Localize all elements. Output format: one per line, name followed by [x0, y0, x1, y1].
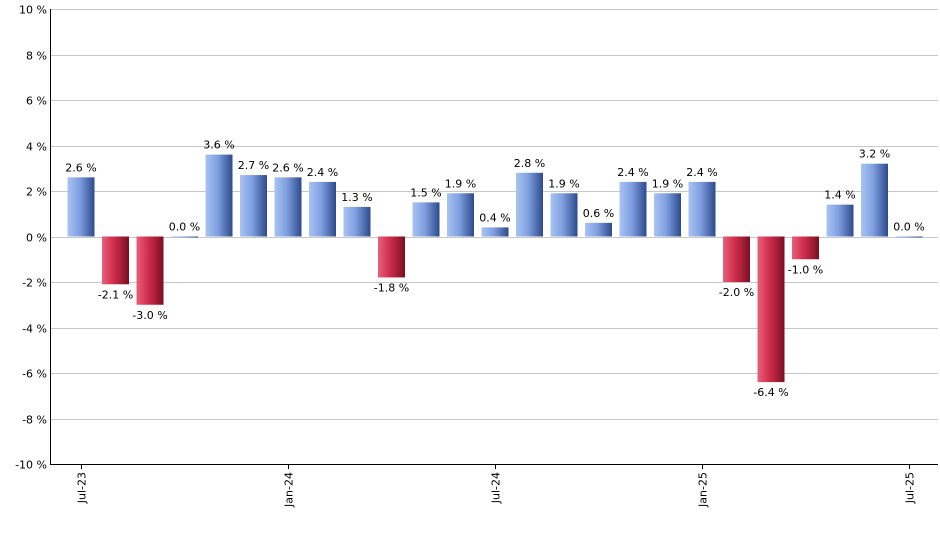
bar: [136, 236, 164, 305]
data-label: 1.9 %: [445, 177, 476, 190]
y-tick-label: 0 %: [26, 232, 47, 245]
y-tick-label: -4 %: [22, 323, 47, 336]
y-tick-label: -10 %: [15, 459, 47, 472]
data-label: 0.0 %: [169, 221, 200, 234]
data-labels: 2.6 %-2.1 %-3.0 %0.0 %3.6 %2.7 % 2.6 % 2.4…: [65, 139, 924, 400]
bar: [67, 177, 95, 237]
bars: [67, 154, 923, 383]
data-label: -1.8 %: [374, 281, 409, 294]
bar: [102, 236, 129, 285]
bar: [378, 236, 405, 278]
data-label: 2.4 %: [686, 166, 717, 179]
data-label: 2.8 %: [514, 157, 545, 170]
y-tick-label: 4 %: [26, 141, 47, 154]
y-tick-label: 10 %: [19, 4, 47, 17]
data-label: -1.0 %: [788, 263, 823, 276]
data-label: 3.2 %: [859, 148, 890, 161]
data-label: -2.0 %: [719, 286, 754, 299]
bar: [688, 181, 716, 237]
y-tick-label: -8 %: [22, 414, 47, 427]
bar: [826, 204, 854, 237]
data-label: -3.0 %: [132, 309, 167, 322]
bar: [205, 154, 233, 237]
data-label: -2.1 %: [98, 288, 133, 301]
bar: [895, 236, 923, 238]
bar: [723, 236, 750, 282]
data-label: 0.0 %: [893, 221, 924, 234]
bar: [757, 236, 785, 383]
bar: [274, 177, 302, 237]
bar: [654, 193, 681, 237]
bar: [171, 236, 198, 238]
data-label: 2.4 %: [307, 166, 338, 179]
x-tick-label: Jul-23: [76, 472, 89, 504]
bar: [412, 202, 440, 237]
bar: [240, 175, 267, 237]
data-label: 0.6 %: [583, 207, 614, 220]
data-label: 1.4 %: [824, 189, 855, 202]
data-label: 1.9 %: [652, 177, 683, 190]
bar: [861, 163, 888, 237]
x-tick-label: Jan-24: [283, 472, 296, 508]
data-label: 2.6 %: [65, 161, 96, 174]
bar: [309, 181, 336, 237]
bar: [792, 236, 819, 260]
bar: [585, 222, 612, 237]
y-tick-label: -2 %: [22, 277, 47, 290]
data-label: 1.9 %: [548, 177, 579, 190]
bar: [481, 227, 509, 237]
data-label: 1.5 %: [410, 186, 441, 199]
bar: [343, 206, 371, 237]
bar: [619, 181, 647, 237]
x-tick-label: Jul-25: [904, 472, 917, 504]
y-tick-label: 2 %: [26, 186, 47, 199]
y-tick-label: 8 %: [26, 50, 47, 63]
axes: 10 % 8 % 6 % 4 % 2 % 0 % -2 % -4 % -6 % -8 % -10 %…: [15, 4, 938, 508]
bar: [447, 193, 474, 237]
y-tick-label: 6 %: [26, 95, 47, 108]
y-tick-label: -6 %: [22, 368, 47, 381]
data-label: 3.6 %: [203, 139, 234, 152]
x-tick-label: Jul-24: [490, 472, 503, 504]
data-label: 0.4 %: [479, 211, 510, 224]
data-label: 2.7 %: [238, 159, 269, 172]
bar: [516, 172, 543, 237]
data-label: -6.4 %: [753, 386, 788, 399]
data-label: 1.3 %: [341, 191, 372, 204]
bar: [550, 193, 578, 237]
data-label: 2.6 %: [272, 161, 303, 174]
x-tick-label: Jan-25: [697, 472, 710, 508]
data-label: 2.4 %: [617, 166, 648, 179]
